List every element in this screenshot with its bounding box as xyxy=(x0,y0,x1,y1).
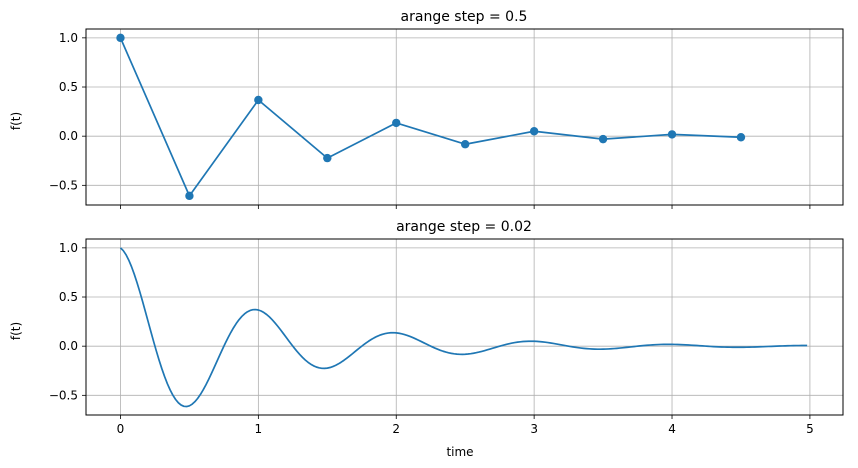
subplot-bottom-xlabel: time xyxy=(446,445,473,459)
subplot-top-data-point xyxy=(460,140,470,149)
subplot-top-data-point xyxy=(254,95,263,105)
subplot-bottom-ytick-label: 0.5 xyxy=(59,290,78,304)
subplot-top-data-point xyxy=(392,118,401,128)
subplot-top-ytick-label: 0.0 xyxy=(59,129,78,143)
subplot-top-ticks: −0.5 0.0 0.5 1.0 xyxy=(49,31,811,209)
subplot-bottom-xtick-label: 1 xyxy=(255,422,263,436)
subplot-top-ytick-label: 1.0 xyxy=(59,31,78,45)
subplot-top-ylabel: f(t) xyxy=(9,112,23,130)
subplot-top-ytick-label: 0.5 xyxy=(59,80,78,94)
subplot-bottom-xtick-label: 5 xyxy=(806,422,814,436)
subplot-bottom-xtick-label: 3 xyxy=(530,422,538,436)
subplot-bottom-ylabel: f(t) xyxy=(9,322,23,340)
subplot-top-data-point xyxy=(323,153,332,163)
subplot-top-data-point xyxy=(598,134,608,144)
subplot-top-data-point xyxy=(529,127,539,136)
subplot-top-title: arange step = 0.5 xyxy=(401,9,528,25)
subplot-bottom-title: arange step = 0.02 xyxy=(396,219,532,235)
subplot-bottom-ytick-label: 0.0 xyxy=(59,339,78,353)
subplot-top-data-point xyxy=(185,191,194,201)
subplot-bottom-xtick-label: 0 xyxy=(117,422,125,436)
subplot-bottom-ytick-label: −0.5 xyxy=(49,388,78,402)
subplot-bottom-ytick-label: 1.0 xyxy=(59,241,78,255)
subplot-bottom-series-line xyxy=(119,247,808,408)
subplot-top-grid xyxy=(86,29,843,205)
subplot-top-data-point xyxy=(116,33,125,43)
subplot-top-data-point xyxy=(736,133,746,142)
subplot-bottom-xtick-label: 4 xyxy=(668,422,676,436)
subplot-top-frame xyxy=(85,28,844,206)
subplot-top: arange step = 0.5 f(t) −0.5 0.0 0.5 1.0 xyxy=(9,9,844,209)
subplot-bottom-xtick-label: 2 xyxy=(392,422,400,436)
subplot-top-series-line xyxy=(119,37,741,197)
subplot-top-data-point xyxy=(667,130,677,139)
subplot-bottom-ticks: 0 1 2 3 4 5 −0.5 0.0 0.5 1.0 xyxy=(49,241,814,436)
subplot-bottom: arange step = 0.02 f(t) 0 1 2 3 4 5 −0.5 0.0 0.5… xyxy=(9,219,844,459)
subplot-top-ytick-label: −0.5 xyxy=(49,178,78,192)
subplot-bottom-frame xyxy=(85,238,844,416)
subplot-bottom-series xyxy=(119,247,808,408)
subplot-top-series xyxy=(116,33,746,201)
